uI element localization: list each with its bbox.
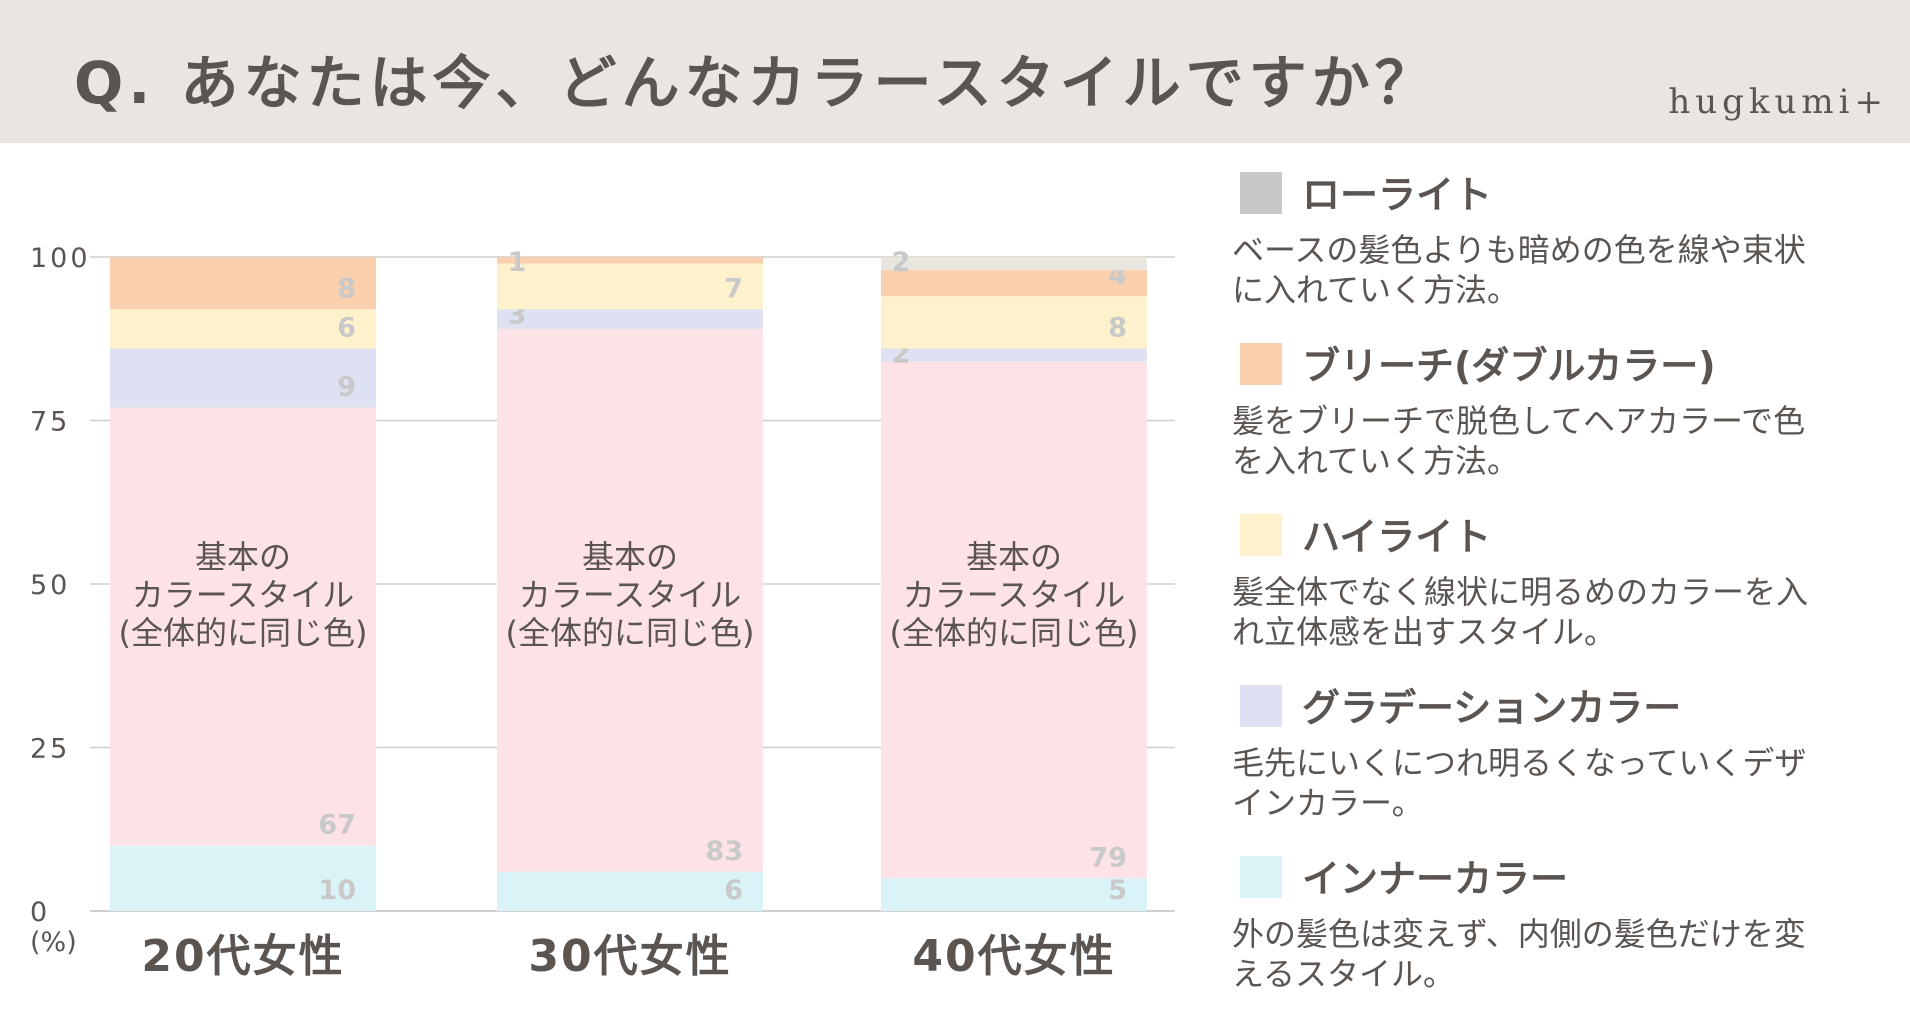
bar-segment xyxy=(497,257,763,264)
bar-segment xyxy=(110,348,376,408)
brand-logo: hugkumi+ xyxy=(1668,82,1888,122)
data-label: 8 xyxy=(337,273,356,304)
bar-segment xyxy=(881,361,1147,879)
data-label: 9 xyxy=(337,371,356,402)
data-label: 6 xyxy=(337,313,356,344)
legend-item-gradation: グラデーションカラー 毛先にいくにつれ明るくなっていくデザインカラー。 xyxy=(1232,673,1832,844)
y-unit-label: (%) xyxy=(30,927,77,958)
bar-inner-label: カラースタイル xyxy=(903,576,1125,614)
data-label: 7 xyxy=(724,273,743,304)
data-label: 8 xyxy=(1108,313,1127,344)
legend-item-inner: インナーカラー 外の髪色は変えず、内側の髪色だけを変えるスタイル。 xyxy=(1232,844,1832,1015)
bar-segment xyxy=(110,845,376,911)
legend-description: 毛先にいくにつれ明るくなっていくデザインカラー。 xyxy=(1232,744,1807,822)
legend-swatch xyxy=(1240,172,1282,214)
bar-segment xyxy=(881,296,1147,349)
data-label: 5 xyxy=(1108,875,1127,906)
bar-segment xyxy=(110,309,376,349)
bar-segment xyxy=(110,407,376,846)
data-label: 83 xyxy=(705,836,743,867)
bar-segment xyxy=(497,871,763,911)
legend-title: ブリーチ(ダブルカラー) xyxy=(1302,344,1716,388)
data-label: 79 xyxy=(1089,842,1127,873)
bar-segment xyxy=(497,263,763,310)
y-tick-label: 0 xyxy=(30,897,50,928)
legend-description: 外の髪色は変えず、内側の髪色だけを変えるスタイル。 xyxy=(1232,915,1806,993)
legend-description: 髪をブリーチで脱色してヘアカラーで色を入れていく方法。 xyxy=(1232,402,1806,480)
bar-segment xyxy=(110,257,376,310)
legend-swatch xyxy=(1240,514,1282,556)
legend-description: 髪全体でなく線状に明るめのカラーを入れ立体感を出すスタイル。 xyxy=(1232,573,1809,651)
stacked-bar-chart: 0255075100(%)1067968基本のカラースタイル(全体的に同じ色)2… xyxy=(30,243,1175,982)
legend-item-highlight: ハイライト 髪全体でなく線状に明るめのカラーを入れ立体感を出すスタイル。 xyxy=(1232,502,1832,673)
bar-segment xyxy=(881,270,1147,297)
legend-swatch xyxy=(1240,856,1282,898)
bar-inner-label: 基本の xyxy=(582,538,678,576)
header-bar: Q. あなたは今、どんなカラースタイルですか？ hugkumi+ xyxy=(0,0,1910,143)
x-category-label: 30代女性 xyxy=(528,931,731,982)
legend-title: グラデーションカラー xyxy=(1302,686,1682,730)
x-category-label: 20代女性 xyxy=(141,931,344,982)
bar-inner-label: (全体的に同じ色) xyxy=(890,614,1139,652)
bar-inner-label: カラースタイル xyxy=(132,576,354,614)
bar-segment xyxy=(881,348,1147,362)
y-tick-label: 25 xyxy=(30,734,70,765)
y-tick-label: 50 xyxy=(30,570,70,601)
bar-inner-label: 基本の xyxy=(195,538,291,576)
bar-segment xyxy=(881,878,1147,911)
bar-segment xyxy=(881,257,1147,271)
question-title: Q. あなたは今、どんなカラースタイルですか？ xyxy=(74,49,1438,117)
y-tick-label: 75 xyxy=(30,407,70,438)
bar-inner-label: 基本の xyxy=(966,538,1062,576)
data-label: 1 xyxy=(508,247,527,278)
data-label: 10 xyxy=(318,875,356,906)
legend-swatch xyxy=(1240,343,1282,385)
bar-inner-label: カラースタイル xyxy=(519,576,741,614)
legend: ローライト ベースの髪色よりも暗めの色を線や束状に入れていく方法。 ブリーチ(ダ… xyxy=(1232,160,1832,1015)
data-label: 2 xyxy=(892,247,911,278)
legend-item-lowlight: ローライト ベースの髪色よりも暗めの色を線や束状に入れていく方法。 xyxy=(1232,160,1832,331)
y-tick-label: 100 xyxy=(30,243,91,274)
bar-segment xyxy=(497,328,763,872)
legend-title: インナーカラー xyxy=(1302,857,1569,901)
data-label: 6 xyxy=(724,875,743,906)
legend-title: ハイライト xyxy=(1302,515,1492,559)
bar-segment xyxy=(497,309,763,329)
x-category-label: 40代女性 xyxy=(912,931,1115,982)
data-label: 67 xyxy=(318,810,356,841)
legend-description: ベースの髪色よりも暗めの色を線や束状に入れていく方法。 xyxy=(1232,231,1806,309)
legend-swatch xyxy=(1240,685,1282,727)
bar-inner-label: (全体的に同じ色) xyxy=(119,614,368,652)
legend-item-bleach: ブリーチ(ダブルカラー) 髪をブリーチで脱色してヘアカラーで色を入れていく方法。 xyxy=(1232,331,1832,502)
legend-title: ローライト xyxy=(1302,173,1493,217)
bar-inner-label: (全体的に同じ色) xyxy=(506,614,755,652)
